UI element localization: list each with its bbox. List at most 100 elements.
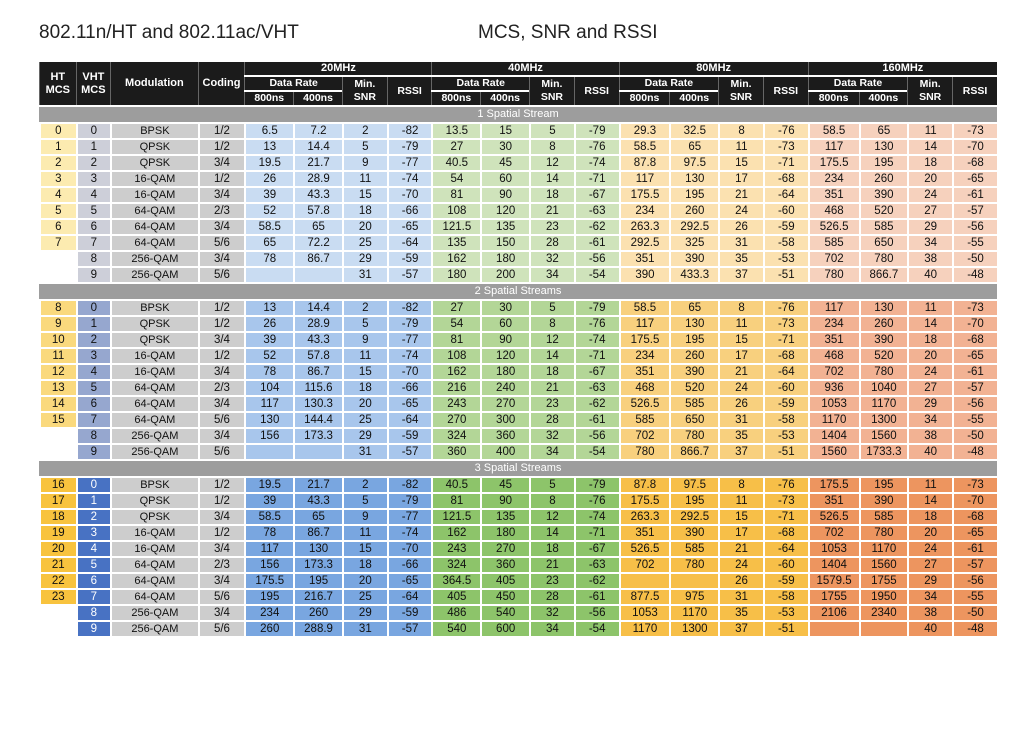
cell-rssi-160: -48 bbox=[952, 622, 997, 636]
cell-rssi-160: -55 bbox=[952, 590, 997, 604]
cell-rssi-80: -71 bbox=[762, 156, 808, 170]
cell-rssi-20: -59 bbox=[386, 252, 432, 266]
cell-rssi-40: -56 bbox=[573, 429, 619, 443]
cell-min-snr-160: 11 bbox=[907, 301, 953, 315]
cell-rate-800-40: 243 bbox=[431, 397, 481, 411]
cell-rate-400-160: 390 bbox=[858, 333, 908, 347]
cell-rssi-40: -63 bbox=[573, 204, 619, 218]
cell-ht-mcs: 15 bbox=[39, 413, 76, 427]
cell-rate-800-80 bbox=[618, 574, 670, 588]
cell-rssi-20: -70 bbox=[386, 365, 432, 379]
cell-min-snr-20: 18 bbox=[341, 204, 387, 218]
cell-rate-800-160: 585 bbox=[807, 236, 859, 250]
cell-rssi-80: -73 bbox=[762, 494, 808, 508]
cell-min-snr-20: 25 bbox=[341, 413, 387, 427]
cell-rate-800-40: 180 bbox=[431, 268, 481, 282]
cell-rssi-160: -61 bbox=[952, 542, 997, 556]
table-row: 22 6 64-QAM 3/4 175.5 195 20 -65 364.5 405 23 -62 26… bbox=[39, 574, 997, 588]
cell-rssi-40: -76 bbox=[573, 317, 619, 331]
cell-vht-mcs: 6 bbox=[75, 574, 111, 588]
cell-ht-mcs bbox=[39, 622, 76, 636]
cell-rate-800-160: 1755 bbox=[807, 590, 859, 604]
cell-min-snr-20: 31 bbox=[341, 445, 387, 459]
cell-rssi-160: -48 bbox=[952, 268, 997, 282]
header-rssi-20: RSSI bbox=[386, 77, 432, 105]
cell-vht-mcs: 5 bbox=[75, 381, 111, 395]
cell-min-snr-160: 29 bbox=[907, 220, 953, 234]
cell-rate-800-40: 324 bbox=[431, 429, 481, 443]
cell-coding: 3/4 bbox=[197, 333, 245, 347]
cell-ht-mcs: 5 bbox=[39, 204, 76, 218]
section-header: 3 Spatial Streams bbox=[39, 461, 997, 476]
header-gi-400-20: 400ns bbox=[293, 92, 342, 105]
cell-rate-800-80: 87.8 bbox=[618, 478, 670, 492]
cell-rate-800-80: 263.3 bbox=[618, 510, 670, 524]
cell-rate-800-160: 117 bbox=[807, 140, 859, 154]
cell-rssi-80: -53 bbox=[762, 429, 808, 443]
cell-min-snr-20: 11 bbox=[341, 526, 387, 540]
cell-rate-800-20: 104 bbox=[244, 381, 294, 395]
table-body: 1 Spatial Stream 0 0 BPSK 1/2 6.5 7.2 2 -82 13.5 1… bbox=[39, 107, 997, 636]
cell-rate-800-20: 19.5 bbox=[244, 156, 294, 170]
cell-rate-400-20: 130 bbox=[293, 542, 342, 556]
cell-rate-400-40: 270 bbox=[480, 397, 530, 411]
cell-min-snr-160: 24 bbox=[907, 188, 953, 202]
cell-rate-800-40: 40.5 bbox=[431, 478, 481, 492]
cell-rssi-160: -68 bbox=[952, 333, 997, 347]
cell-rate-800-40: 81 bbox=[431, 494, 481, 508]
cell-min-snr-80: 31 bbox=[718, 590, 763, 604]
cell-rssi-20: -59 bbox=[386, 429, 432, 443]
cell-rssi-20: -77 bbox=[386, 510, 432, 524]
cell-ht-mcs: 9 bbox=[39, 317, 76, 331]
cell-rate-800-20: 78 bbox=[244, 252, 294, 266]
cell-modulation: 256-QAM bbox=[110, 606, 198, 620]
cell-rssi-20: -59 bbox=[386, 606, 432, 620]
cell-min-snr-80: 24 bbox=[718, 381, 763, 395]
cell-rssi-80: -76 bbox=[762, 124, 808, 138]
cell-vht-mcs: 3 bbox=[75, 172, 111, 186]
cell-rssi-40: -74 bbox=[573, 156, 619, 170]
cell-rate-800-40: 135 bbox=[431, 236, 481, 250]
cell-min-snr-80: 17 bbox=[718, 526, 763, 540]
cell-min-snr-160: 18 bbox=[907, 510, 953, 524]
cell-coding: 3/4 bbox=[197, 365, 245, 379]
cell-min-snr-40: 34 bbox=[529, 445, 574, 459]
cell-min-snr-160: 38 bbox=[907, 429, 953, 443]
cell-coding: 1/2 bbox=[197, 140, 245, 154]
cell-min-snr-20: 29 bbox=[341, 429, 387, 443]
table-row: 8 256-QAM 3/4 156 173.3 29 -59 324 360 32 -56 702 78… bbox=[39, 429, 997, 443]
cell-rate-400-160: 195 bbox=[858, 156, 908, 170]
cell-rate-400-160: 520 bbox=[858, 204, 908, 218]
cell-rssi-160: -65 bbox=[952, 349, 997, 363]
cell-rate-400-80: 433.3 bbox=[669, 268, 719, 282]
cell-rate-400-160: 390 bbox=[858, 494, 908, 508]
cell-coding: 5/6 bbox=[197, 622, 245, 636]
cell-rate-400-80: 130 bbox=[669, 172, 719, 186]
cell-rate-800-160: 234 bbox=[807, 317, 859, 331]
cell-modulation: QPSK bbox=[110, 333, 198, 347]
cell-rate-800-20: 39 bbox=[244, 188, 294, 202]
cell-rate-800-40: 121.5 bbox=[431, 510, 481, 524]
cell-rate-400-20: 115.6 bbox=[293, 381, 342, 395]
cell-min-snr-20: 18 bbox=[341, 381, 387, 395]
table-row: 1 1 QPSK 1/2 13 14.4 5 -79 27 30 8 -76 58.5 65 11 -73 11… bbox=[39, 140, 997, 154]
cell-rate-400-80: 390 bbox=[669, 252, 719, 266]
cell-min-snr-160: 24 bbox=[907, 542, 953, 556]
cell-rate-800-80: 175.5 bbox=[618, 494, 670, 508]
cell-rate-400-20: 173.3 bbox=[293, 429, 342, 443]
header-data-rate-20: Data Rate bbox=[244, 77, 342, 90]
cell-rssi-80: -60 bbox=[762, 558, 808, 572]
cell-rssi-40: -76 bbox=[573, 494, 619, 508]
cell-rate-800-80: 526.5 bbox=[618, 397, 670, 411]
cell-modulation: 64-QAM bbox=[110, 413, 198, 427]
cell-min-snr-80: 15 bbox=[718, 510, 763, 524]
cell-rssi-160: -55 bbox=[952, 413, 997, 427]
cell-rate-400-40: 300 bbox=[480, 413, 530, 427]
cell-modulation: QPSK bbox=[110, 494, 198, 508]
cell-min-snr-80: 15 bbox=[718, 333, 763, 347]
cell-rate-800-80: 702 bbox=[618, 558, 670, 572]
section-label: 3 Spatial Streams bbox=[39, 461, 997, 476]
cell-rssi-160: -57 bbox=[952, 558, 997, 572]
cell-min-snr-40: 8 bbox=[529, 140, 574, 154]
cell-min-snr-40: 34 bbox=[529, 268, 574, 282]
